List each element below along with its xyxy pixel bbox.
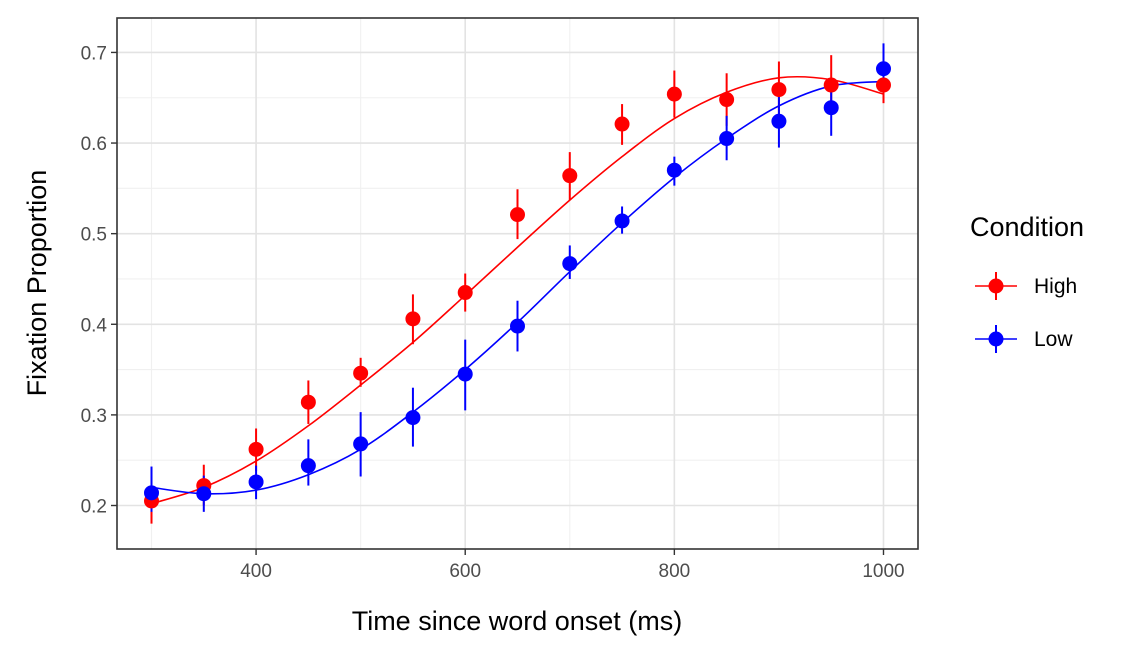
point-high [562, 168, 578, 184]
point-high [457, 285, 473, 301]
point-low [719, 131, 735, 147]
tick-labels: 400 600 800 1000 0.2 0.3 0.4 0.5 0.6 0.7 [81, 43, 905, 582]
fit-line-high [151, 75, 884, 505]
y-tick-label: 0.6 [81, 134, 107, 155]
point-low [875, 61, 891, 77]
point-low [248, 474, 264, 490]
point-low [823, 100, 839, 116]
y-tick-label: 0.5 [81, 225, 107, 246]
point-low [353, 436, 369, 452]
y-tick-label: 0.2 [81, 497, 107, 518]
minor-grid [117, 18, 918, 549]
point-low [666, 162, 682, 178]
point-low [457, 366, 473, 382]
y-tick-label: 0.7 [81, 43, 107, 64]
x-axis-title: Time since word onset (ms) [352, 606, 683, 636]
x-tick-label: 800 [659, 561, 691, 582]
legend-title: Condition [970, 212, 1084, 242]
x-tick-label: 1000 [862, 561, 904, 582]
point-high [353, 365, 369, 381]
point-high [875, 77, 891, 93]
legend-key-low [975, 325, 1017, 353]
point-high [405, 311, 421, 327]
legend-key-high-point [988, 278, 1004, 294]
point-high [300, 394, 316, 410]
point-low [144, 485, 160, 501]
y-axis-title: Fixation Proportion [22, 170, 52, 397]
point-low [300, 458, 316, 474]
point-low [196, 486, 212, 502]
x-tick-label: 600 [449, 561, 481, 582]
y-tick-label: 0.3 [81, 406, 107, 427]
legend-key-low-point [988, 331, 1004, 347]
legend: Condition High Low [970, 212, 1084, 353]
panel-border [116, 17, 919, 550]
x-tick-label: 400 [240, 561, 272, 582]
point-low [510, 318, 525, 334]
point-high [510, 207, 525, 223]
point-low [771, 113, 787, 129]
point-low [614, 213, 630, 229]
point-low [405, 410, 421, 426]
legend-key-high [975, 272, 1017, 300]
point-high [248, 441, 264, 457]
point-high [771, 82, 787, 98]
point-low [562, 256, 578, 272]
legend-label-high: High [1034, 275, 1077, 298]
legend-label-low: Low [1034, 328, 1073, 351]
point-high [614, 116, 630, 132]
data-points [144, 61, 891, 509]
point-high [719, 92, 735, 108]
point-high [666, 86, 682, 102]
point-high [823, 77, 839, 93]
axis-ticks [111, 51, 885, 555]
y-tick-label: 0.4 [81, 315, 108, 336]
